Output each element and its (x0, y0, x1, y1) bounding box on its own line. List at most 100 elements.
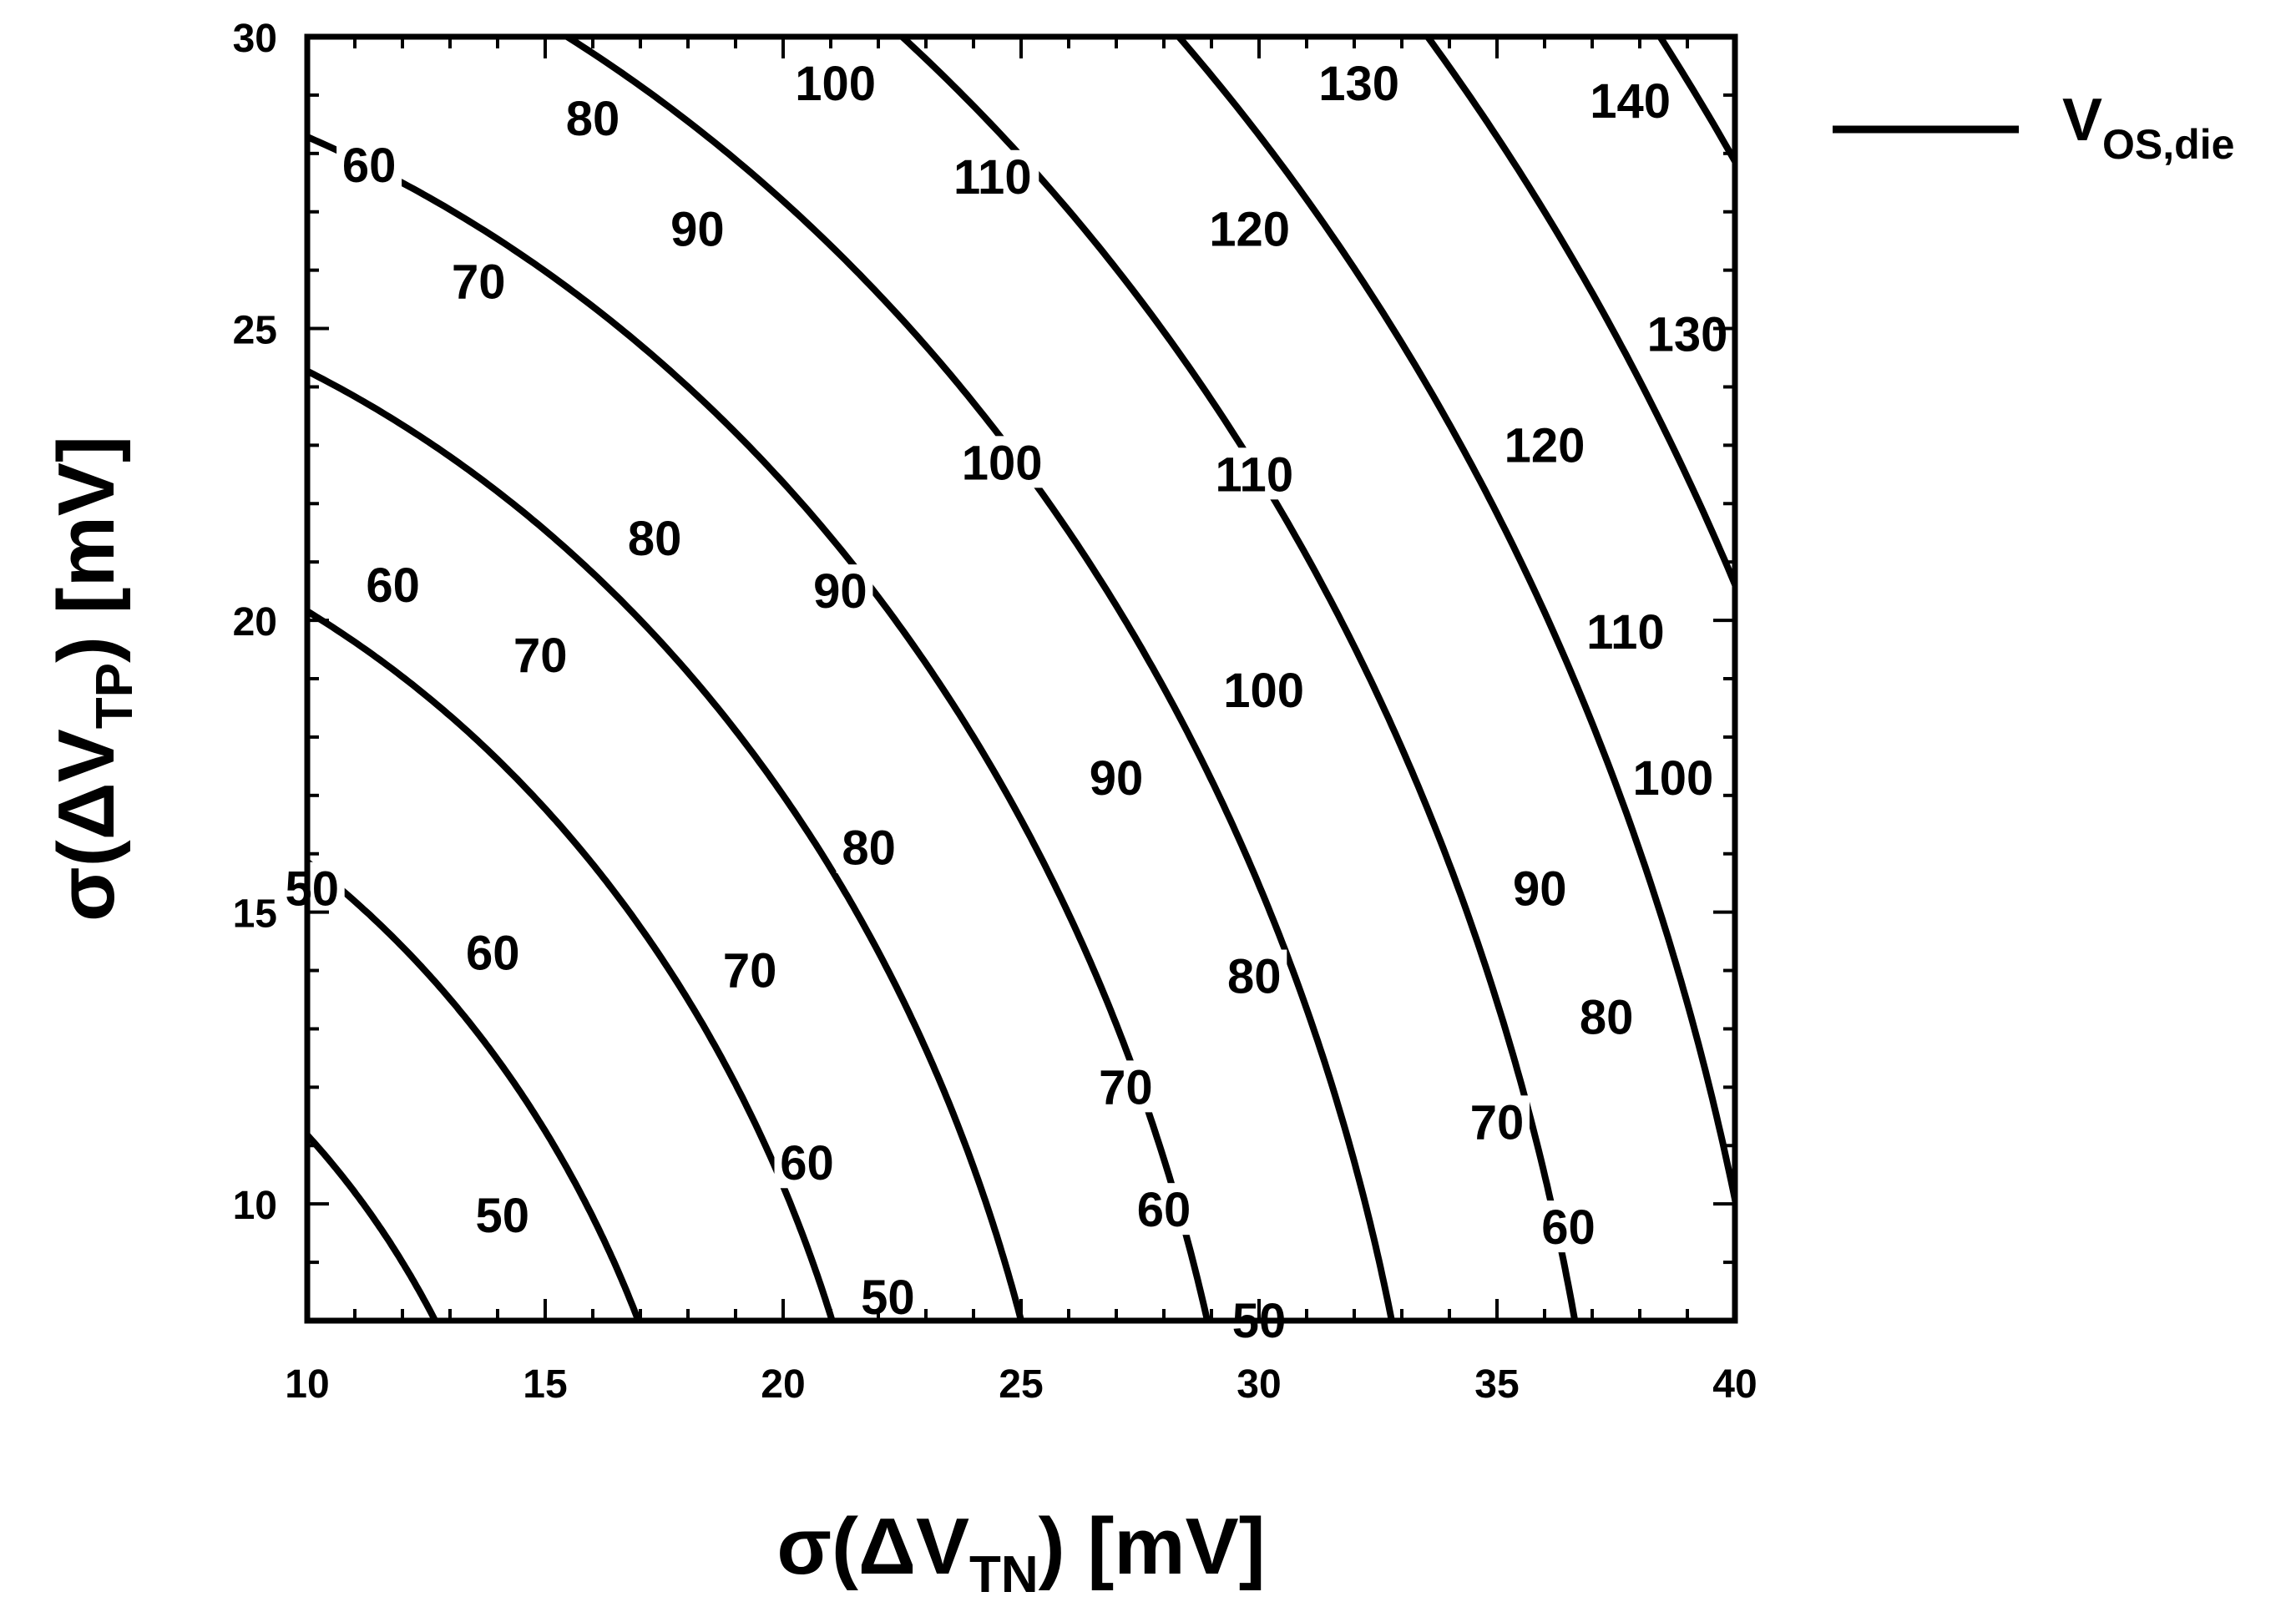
contour-label: 80 (628, 512, 682, 566)
contour-label: 100 (795, 57, 876, 111)
contour-label: 60 (1541, 1200, 1596, 1255)
contour-line-80 (307, 133, 1211, 1321)
x-tick-label: 10 (285, 1362, 329, 1407)
contour-label-bg (1507, 862, 1573, 914)
contour-label: 60 (780, 1136, 834, 1190)
contour-label: 60 (366, 558, 420, 613)
contour-label: 110 (1586, 605, 1665, 659)
y-tick-label: 20 (233, 600, 277, 644)
contour-label-bg (1626, 750, 1720, 803)
contour-label: 110 (1216, 447, 1294, 502)
x-tick-label: 25 (999, 1362, 1043, 1407)
contour-label-bg (855, 1271, 921, 1323)
contour-line-60 (307, 607, 836, 1321)
contour-line-90 (560, 37, 1395, 1321)
contour-label-bg (1217, 663, 1311, 715)
contour-label: 100 (962, 436, 1043, 490)
contour-label-bg (1084, 750, 1149, 803)
y-tick-label: 15 (233, 892, 277, 937)
y-tick-label: 10 (233, 1184, 277, 1228)
contour-label-bg (665, 202, 731, 255)
contour-label-bg (1464, 1095, 1530, 1148)
contour-label-bg (774, 1136, 840, 1189)
contour-label-bg (1312, 56, 1406, 109)
contour-label: 130 (1318, 57, 1399, 111)
x-axis-title-main: σ(ΔV (776, 1502, 969, 1591)
contour-label-bg (446, 255, 512, 307)
contour-label: 50 (861, 1271, 915, 1325)
contour-label-bg (1641, 307, 1734, 360)
contour-label: 130 (1647, 308, 1728, 362)
contour-label: 120 (1505, 418, 1585, 472)
contour-label-bg (1131, 1183, 1196, 1236)
contour-line-40 (307, 1129, 439, 1321)
contour-label: 100 (1223, 664, 1304, 718)
contour-label-bg (1584, 73, 1677, 126)
y-tick-labels: 10 15 20 25 30 (233, 17, 277, 1228)
contour-line-50 (307, 857, 642, 1321)
contour-label: 80 (842, 821, 896, 876)
axis-ticks (307, 37, 1735, 1321)
contour-label-bg (460, 926, 526, 978)
contour-label: 70 (1099, 1060, 1153, 1114)
contour-label: 70 (723, 944, 777, 998)
contour-label: 50 (285, 862, 339, 917)
contour-label-bg (1498, 418, 1591, 471)
contour-label-bg (955, 436, 1049, 488)
contour-label: 50 (475, 1189, 529, 1243)
contour-label: 90 (670, 203, 725, 257)
x-tick-label: 40 (1712, 1362, 1757, 1407)
contour-label-bg (508, 629, 574, 681)
contour-label-bg (1535, 1200, 1601, 1253)
legend: VOS,die (1833, 87, 2234, 168)
x-axis-title-unit: ) [mV] (1039, 1502, 1266, 1591)
x-tick-label: 35 (1474, 1362, 1519, 1407)
contour-lines (307, 37, 1735, 1321)
contour-label: 60 (1137, 1183, 1191, 1237)
contour-line-130 (1656, 37, 1735, 169)
contour-label-bg (836, 821, 902, 873)
contour-label-bg (1207, 447, 1301, 500)
contour-label: 70 (513, 629, 568, 683)
contour-label-bg (622, 512, 688, 564)
contour-label-bg (946, 149, 1039, 202)
contour-label: 90 (1090, 751, 1144, 806)
x-tick-label: 15 (523, 1362, 567, 1407)
contour-label: 90 (1513, 862, 1567, 917)
contour-label: 80 (1580, 990, 1634, 1044)
contour-label-bg (469, 1189, 535, 1241)
legend-label-sub: OS,die (2102, 121, 2234, 168)
contour-label-bg (336, 138, 402, 190)
legend-label-main: V (2062, 87, 2102, 154)
contour-label: 60 (342, 139, 397, 193)
y-axis-title: σ(ΔVTP) [mV] (42, 436, 144, 922)
contour-label: 60 (466, 927, 520, 981)
contour-label-bg (1221, 949, 1287, 1002)
contour-label: 80 (1227, 950, 1282, 1004)
contour-label: 120 (1209, 203, 1290, 257)
contour-line-110 (1174, 37, 1735, 1216)
contour-label-bg (1093, 1060, 1159, 1113)
contour-label-bg (807, 564, 873, 617)
x-tick-labels: 10 15 20 25 30 35 40 (285, 1362, 1757, 1407)
contour-label-bg (360, 558, 426, 611)
contour-label-bg (279, 862, 345, 914)
contour-label-bg (789, 56, 882, 109)
x-tick-label: 30 (1237, 1362, 1281, 1407)
contour-line-70 (307, 367, 1025, 1321)
legend-label: VOS,die (2062, 87, 2234, 168)
contour-label-bg (1574, 990, 1640, 1043)
contour-label: 80 (566, 92, 620, 146)
x-tick-label: 20 (761, 1362, 805, 1407)
y-axis-title-sub: TP (86, 663, 144, 729)
y-tick-label: 30 (233, 17, 277, 61)
contour-label-bg (717, 943, 783, 996)
contour-label: 90 (813, 564, 867, 619)
contour-label: 140 (1590, 74, 1671, 129)
contour-label: 110 (953, 150, 1032, 205)
y-tick-label: 25 (233, 309, 277, 353)
y-axis-title-unit: ) [mV] (42, 436, 131, 663)
contour-label: 100 (1633, 751, 1714, 806)
